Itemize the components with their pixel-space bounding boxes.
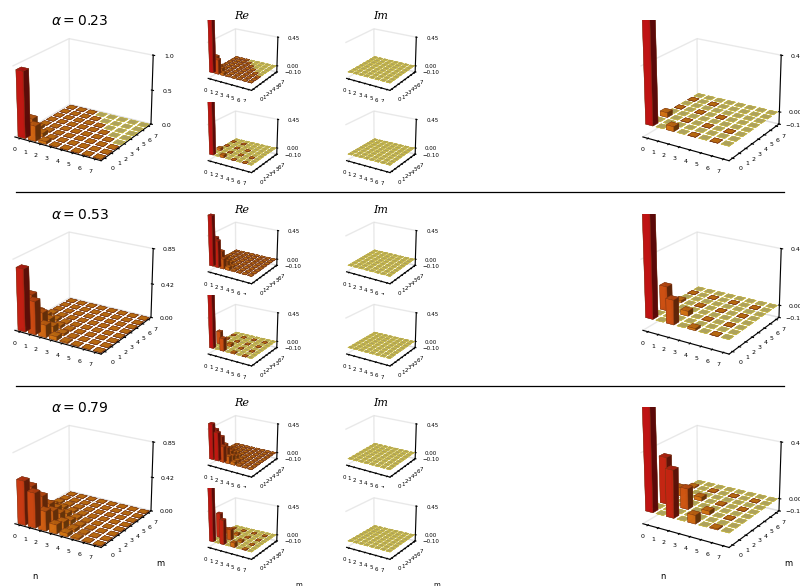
Y-axis label: m: m	[434, 582, 440, 586]
Y-axis label: m: m	[784, 558, 793, 568]
Text: $\alpha = 0.23$: $\alpha = 0.23$	[51, 14, 108, 28]
X-axis label: n: n	[32, 573, 38, 581]
Text: Im: Im	[373, 398, 388, 408]
Text: Im: Im	[373, 12, 388, 22]
Text: Re: Re	[234, 12, 250, 22]
Text: Re: Re	[234, 205, 250, 215]
Text: Re: Re	[234, 398, 250, 408]
Text: Im: Im	[373, 205, 388, 215]
X-axis label: n: n	[660, 573, 666, 581]
Y-axis label: m: m	[156, 558, 165, 568]
Text: $\alpha = 0.79$: $\alpha = 0.79$	[51, 401, 108, 415]
Y-axis label: m: m	[295, 582, 302, 586]
Text: $\alpha = 0.53$: $\alpha = 0.53$	[51, 207, 109, 222]
